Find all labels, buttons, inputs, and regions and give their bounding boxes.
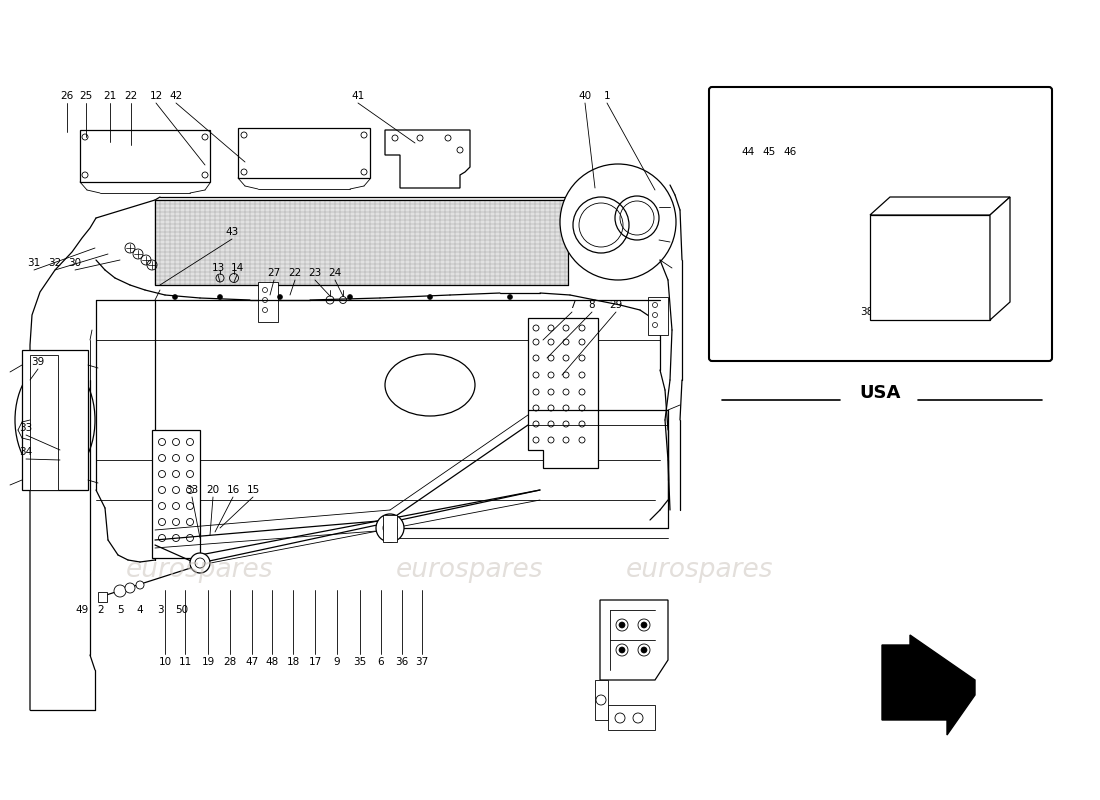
Text: 12: 12: [150, 91, 163, 101]
Text: eurospares: eurospares: [126, 557, 274, 583]
Ellipse shape: [385, 354, 475, 416]
Circle shape: [428, 294, 432, 299]
Text: 36: 36: [395, 657, 408, 667]
Text: 25: 25: [79, 91, 92, 101]
Polygon shape: [528, 318, 598, 468]
Text: 32: 32: [48, 258, 62, 268]
Text: 26: 26: [60, 91, 74, 101]
Text: 28: 28: [223, 657, 236, 667]
Bar: [155, 200, 568, 285]
Text: 44: 44: [741, 147, 755, 157]
Circle shape: [641, 647, 647, 653]
Text: 15: 15: [246, 485, 260, 495]
Circle shape: [136, 581, 144, 589]
Text: 30: 30: [68, 258, 81, 268]
Text: USA: USA: [859, 384, 901, 402]
Text: 38: 38: [860, 307, 873, 317]
Polygon shape: [595, 680, 608, 720]
Text: 22: 22: [288, 268, 301, 278]
Polygon shape: [258, 282, 278, 322]
Polygon shape: [648, 297, 668, 335]
Text: 4: 4: [136, 605, 143, 615]
Text: 33: 33: [20, 423, 33, 433]
Text: 14: 14: [230, 263, 243, 273]
Text: eurospares: eurospares: [396, 557, 543, 583]
Polygon shape: [98, 592, 107, 602]
Circle shape: [190, 553, 210, 573]
Text: 1: 1: [604, 91, 611, 101]
Text: 35: 35: [353, 657, 366, 667]
Text: 10: 10: [158, 657, 172, 667]
Text: 18: 18: [286, 657, 299, 667]
Text: eurospares: eurospares: [626, 557, 773, 583]
Text: 43: 43: [226, 227, 239, 237]
Text: 7: 7: [569, 300, 575, 310]
Polygon shape: [22, 350, 88, 490]
Circle shape: [507, 294, 513, 299]
Text: 48: 48: [265, 657, 278, 667]
Text: 23: 23: [308, 268, 321, 278]
Text: 6: 6: [377, 657, 384, 667]
Text: 21: 21: [103, 91, 117, 101]
Text: 27: 27: [267, 268, 280, 278]
Circle shape: [195, 558, 205, 568]
Circle shape: [376, 514, 404, 542]
Circle shape: [114, 585, 126, 597]
Text: 22: 22: [124, 91, 138, 101]
Text: 3: 3: [156, 605, 163, 615]
Text: 8: 8: [588, 300, 595, 310]
Polygon shape: [152, 430, 200, 558]
Text: 5: 5: [117, 605, 123, 615]
Polygon shape: [870, 197, 1010, 215]
Polygon shape: [870, 215, 990, 320]
Text: 42: 42: [169, 91, 183, 101]
Circle shape: [619, 647, 625, 653]
Circle shape: [173, 294, 177, 299]
Text: 45: 45: [762, 147, 776, 157]
Text: 2: 2: [98, 605, 104, 615]
Circle shape: [560, 164, 676, 280]
Text: 49: 49: [76, 605, 89, 615]
Circle shape: [619, 622, 625, 628]
Polygon shape: [80, 130, 210, 182]
Circle shape: [348, 294, 352, 299]
Text: 34: 34: [20, 447, 33, 457]
Text: 17: 17: [308, 657, 321, 667]
Polygon shape: [383, 515, 397, 542]
Text: 41: 41: [351, 91, 364, 101]
Text: 33: 33: [186, 485, 199, 495]
Polygon shape: [600, 600, 668, 680]
Text: 40: 40: [579, 91, 592, 101]
Text: 47: 47: [245, 657, 258, 667]
Polygon shape: [30, 355, 58, 490]
Text: 39: 39: [32, 357, 45, 367]
Text: 37: 37: [416, 657, 429, 667]
Circle shape: [125, 583, 135, 593]
Text: 13: 13: [211, 263, 224, 273]
Polygon shape: [385, 130, 470, 188]
Text: 9: 9: [333, 657, 340, 667]
Circle shape: [383, 521, 397, 535]
Polygon shape: [882, 635, 975, 735]
Text: 20: 20: [207, 485, 220, 495]
Text: 46: 46: [783, 147, 796, 157]
Text: 19: 19: [201, 657, 214, 667]
Text: 31: 31: [28, 258, 41, 268]
Text: 11: 11: [178, 657, 191, 667]
Circle shape: [641, 622, 647, 628]
Polygon shape: [990, 197, 1010, 320]
Circle shape: [218, 294, 222, 299]
Circle shape: [277, 294, 283, 299]
Polygon shape: [238, 128, 370, 178]
Text: 29: 29: [609, 300, 623, 310]
Polygon shape: [608, 705, 654, 730]
FancyBboxPatch shape: [710, 87, 1052, 361]
Text: 50: 50: [175, 605, 188, 615]
Text: 16: 16: [227, 485, 240, 495]
Text: 24: 24: [329, 268, 342, 278]
